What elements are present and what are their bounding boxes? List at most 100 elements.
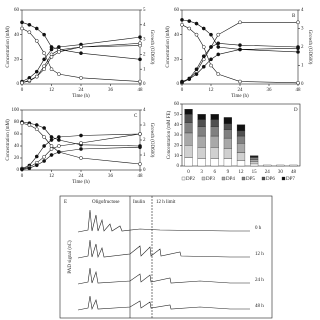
y2-tick-label: 0 <box>301 82 304 87</box>
marker <box>42 67 46 72</box>
marker <box>79 51 83 56</box>
x-tick-label: 0 <box>181 88 184 93</box>
line <box>21 133 141 169</box>
x-tick-label: 15 <box>252 170 258 175</box>
panel-label: C <box>134 114 138 119</box>
marker <box>34 127 39 132</box>
x-tick-label: 36 <box>267 88 273 93</box>
bar-segment <box>276 164 285 167</box>
bar-segment <box>289 164 298 167</box>
legend-label: DP7 <box>286 177 295 182</box>
marker <box>138 41 142 46</box>
bar-segment <box>223 137 232 149</box>
y-tick-label: 0 <box>177 164 180 169</box>
marker <box>187 26 192 31</box>
x-tick-label: 36 <box>108 174 114 179</box>
axis-label: Concentration (mM) <box>6 119 11 161</box>
x-tick-label: 3 <box>200 170 203 175</box>
x-tick-label: 24 <box>265 170 271 175</box>
marker <box>79 156 83 160</box>
x-tick-label: 36 <box>108 88 114 93</box>
traces <box>77 209 250 311</box>
legend-swatch <box>201 176 206 181</box>
x-tick-label: 24 <box>238 88 244 93</box>
marker <box>238 47 242 52</box>
marker <box>57 45 61 49</box>
x-tick-label: 48 <box>291 170 297 175</box>
bar-segment <box>184 122 193 134</box>
legend-swatch <box>261 176 266 181</box>
x-tick-label: 0 <box>21 88 24 93</box>
y2-tick-label: 3 <box>143 123 146 128</box>
bar-segment <box>197 126 206 137</box>
bar-segment <box>236 143 246 153</box>
marker <box>34 26 39 31</box>
y2-tick-label: 2 <box>143 53 146 58</box>
bar-segment <box>250 155 259 157</box>
trace-label: 12 h <box>255 252 264 257</box>
panel-label: E <box>64 200 67 205</box>
y2-tick-label: 4 <box>301 8 304 13</box>
x-tick-label: 0 <box>21 174 24 179</box>
bar-segment <box>197 119 206 127</box>
bar-segment <box>210 158 219 167</box>
trace <box>77 267 250 285</box>
marker <box>34 163 39 168</box>
marker <box>209 32 213 37</box>
y-tick-label: 60 <box>14 8 20 13</box>
x-tick-label: 24 <box>79 88 85 93</box>
bar-segment <box>223 148 232 159</box>
trace <box>77 209 250 233</box>
bar-segment <box>250 161 259 165</box>
marker <box>49 55 54 59</box>
x-tick-label: 12 <box>239 170 245 175</box>
x-tick-label: 12 <box>49 88 55 93</box>
marker <box>209 57 213 62</box>
marker <box>216 45 221 49</box>
bar-segment <box>223 129 232 139</box>
marker <box>201 45 206 49</box>
marker <box>79 141 83 145</box>
marker <box>194 67 199 72</box>
marker <box>42 32 46 37</box>
axis-label: Concentration (mM) <box>166 26 171 68</box>
bar-segment <box>250 156 259 158</box>
marker <box>238 20 242 25</box>
marker <box>20 26 24 31</box>
bar-segment <box>184 114 193 123</box>
y-tick-label: 0 <box>17 82 20 87</box>
y-tick-label: 10 <box>174 154 180 159</box>
marker <box>27 123 32 127</box>
trace-label: 48 h <box>255 304 264 309</box>
y-tick-label: 0 <box>17 168 20 173</box>
legend-label: DP6 <box>266 177 275 182</box>
bar-segment <box>250 159 259 163</box>
panel-e-frame <box>59 195 273 319</box>
y-tick-label: 40 <box>14 144 20 149</box>
bar-segment <box>236 130 246 137</box>
y-tick-label: 100 <box>12 108 20 113</box>
bar-segment <box>210 135 219 148</box>
bar-segment <box>223 123 232 130</box>
marker <box>42 135 46 139</box>
marker <box>201 64 206 69</box>
marker <box>49 147 54 151</box>
axis-label: Time (h) <box>72 180 90 185</box>
marker <box>138 57 142 62</box>
bar-segment <box>263 164 272 167</box>
marker <box>194 72 199 76</box>
marker <box>296 50 300 54</box>
marker <box>187 77 192 81</box>
marker <box>34 154 39 159</box>
marker <box>138 79 142 84</box>
marker <box>57 50 61 54</box>
axis-label: PAD signal (nC) <box>68 240 73 273</box>
y-tick-label: 20 <box>14 156 20 161</box>
marker <box>238 79 242 84</box>
y-tick-label: 20 <box>174 57 180 62</box>
x-tick-label: 48 <box>296 88 302 93</box>
marker <box>27 166 32 171</box>
marker <box>79 147 83 151</box>
bar-segment <box>210 147 219 159</box>
legend-label: DP4 <box>226 177 235 182</box>
